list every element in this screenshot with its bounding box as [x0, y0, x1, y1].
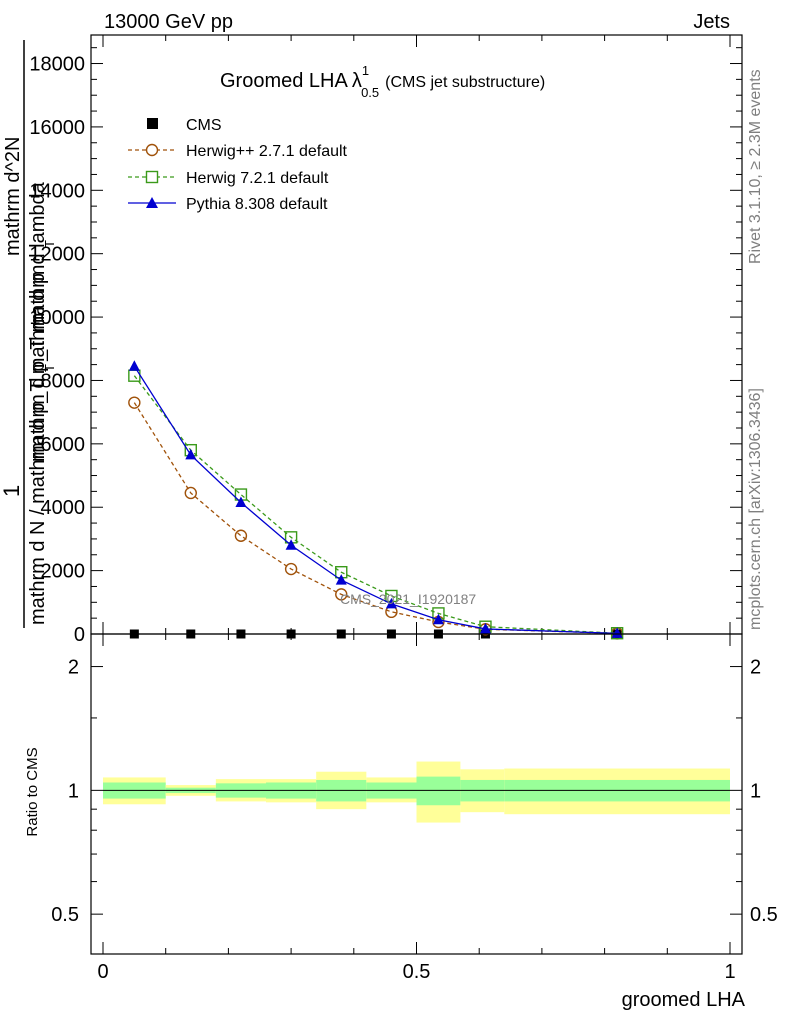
legend-marker-cms [147, 118, 158, 129]
y-label-part-two: mathrm d N / mathrm d p_T mathrm d p [27, 273, 49, 625]
y-label-part-four: mathrm d p_T mathrmd lambda [27, 181, 49, 462]
ratio-y-tick-label-left: 2 [68, 657, 79, 679]
main-y-tick-label: 14000 [29, 180, 85, 202]
herwigpp-point [184, 486, 197, 500]
pythia-point [185, 448, 197, 460]
x-tick-label: 0 [97, 961, 108, 983]
ratio-stat-band [416, 776, 461, 806]
ratio-y-axis: 0.5 0.5 1 1 2 2 [51, 657, 778, 927]
legend-label-pythia: Pythia 8.308 default [186, 196, 328, 213]
pythia-point [285, 539, 297, 550]
pythia-point [235, 496, 247, 507]
legend: CMS Herwig++ 2.7.1 default Herwig 7.2.1 … [128, 117, 348, 213]
legend-label-cms: CMS [186, 117, 222, 134]
herwigpp-point [284, 562, 298, 576]
main-y-tick-label: 4000 [41, 497, 86, 519]
legend-marker-herwigpp [145, 143, 159, 157]
main-y-tick-label: 18000 [29, 54, 85, 76]
legend-label-herwigpp: Herwig++ 2.7.1 default [186, 143, 348, 160]
main-y-tick-label: 16000 [29, 117, 85, 139]
main-y-axis-label: 1 mathrm d N / mathrm d p_T mathrm d p m… [0, 40, 57, 628]
main-series-group [128, 360, 624, 640]
herwigpp-point [128, 396, 141, 409]
ratio-y-tick-label-left: 0.5 [51, 904, 79, 926]
main-x-axis-ticks [102, 35, 731, 634]
main-title-note: (CMS jet substructure) [385, 74, 545, 91]
ratio-y-tick-label-right: 2 [750, 657, 761, 679]
main-y-tick-label: 6000 [41, 434, 86, 456]
y-label-subscript-b: T [42, 240, 57, 248]
energy-label: 13000 GeV pp [104, 11, 233, 33]
main-y-tick-label: 0 [74, 624, 85, 646]
ratio-plot-panel: 0.5 0.51 12 2 0 0.5 1 Ratio to CMS groomed LH… [24, 633, 778, 1011]
main-title-superscript: 1 [362, 63, 369, 78]
herwigpp-point [234, 529, 248, 542]
pythia-point [479, 622, 491, 634]
main-plot-panel: 0 2000 4000 6000 8000 10000 12000 14000 16000 180… [0, 34, 743, 646]
ratio-y-axis-label: Ratio to CMS [24, 747, 41, 836]
ratio-x-axis: 0 0.5 1 [97, 634, 736, 983]
ratio-bands-group [103, 761, 730, 823]
category-label: Jets [693, 11, 730, 33]
source-label: mcplots.cern.ch [arXiv:1306.3436] [747, 388, 764, 630]
series-line [133, 375, 618, 634]
y-label-part-one: 1 [0, 485, 24, 497]
y-label-part-three: mathrm d^2N [2, 137, 24, 256]
pythia-point [128, 360, 140, 371]
herwigpp-point [335, 588, 348, 601]
pythia-point [611, 627, 623, 638]
pythia-point [385, 597, 397, 609]
ratio-y-tick-label-right: 1 [750, 780, 761, 802]
main-y-tick-label: 2000 [41, 561, 86, 583]
main-title: Groomed LHA λ1 0.5 (CMS jet substructure) [220, 63, 545, 100]
watermark-label: CMS_2021_I1920187 [340, 591, 476, 607]
main-title-symbol: λ [352, 70, 362, 92]
ratio-y-tick-label-right: 0.5 [750, 904, 778, 926]
y-label-subscript-a: T [42, 364, 57, 372]
main-y-tick-label: 8000 [41, 370, 86, 392]
rivet-version-label: Rivet 3.1.10, ≥ 2.3M events [747, 69, 764, 264]
series-line [133, 402, 618, 635]
ratio-y-tick-label-left: 1 [68, 780, 79, 802]
x-tick-label: 1 [724, 961, 735, 983]
legend-marker-herwig7 [145, 170, 159, 184]
x-axis-label: groomed LHA [622, 989, 746, 1011]
pythia-point [432, 613, 444, 625]
main-title-text: Groomed LHA [220, 70, 348, 92]
main-y-axis: 0 2000 4000 6000 8000 10000 12000 14000 16000 180… [29, 47, 742, 646]
legend-label-herwig7: Herwig 7.2.1 default [186, 170, 329, 187]
legend-marker-pythia [146, 197, 158, 208]
x-tick-label: 0.5 [403, 961, 431, 983]
main-y-tick-label: 12000 [29, 244, 85, 266]
main-y-tick-label: 10000 [29, 307, 85, 329]
pythia-point [335, 574, 347, 585]
main-title-subscript: 0.5 [361, 85, 379, 100]
